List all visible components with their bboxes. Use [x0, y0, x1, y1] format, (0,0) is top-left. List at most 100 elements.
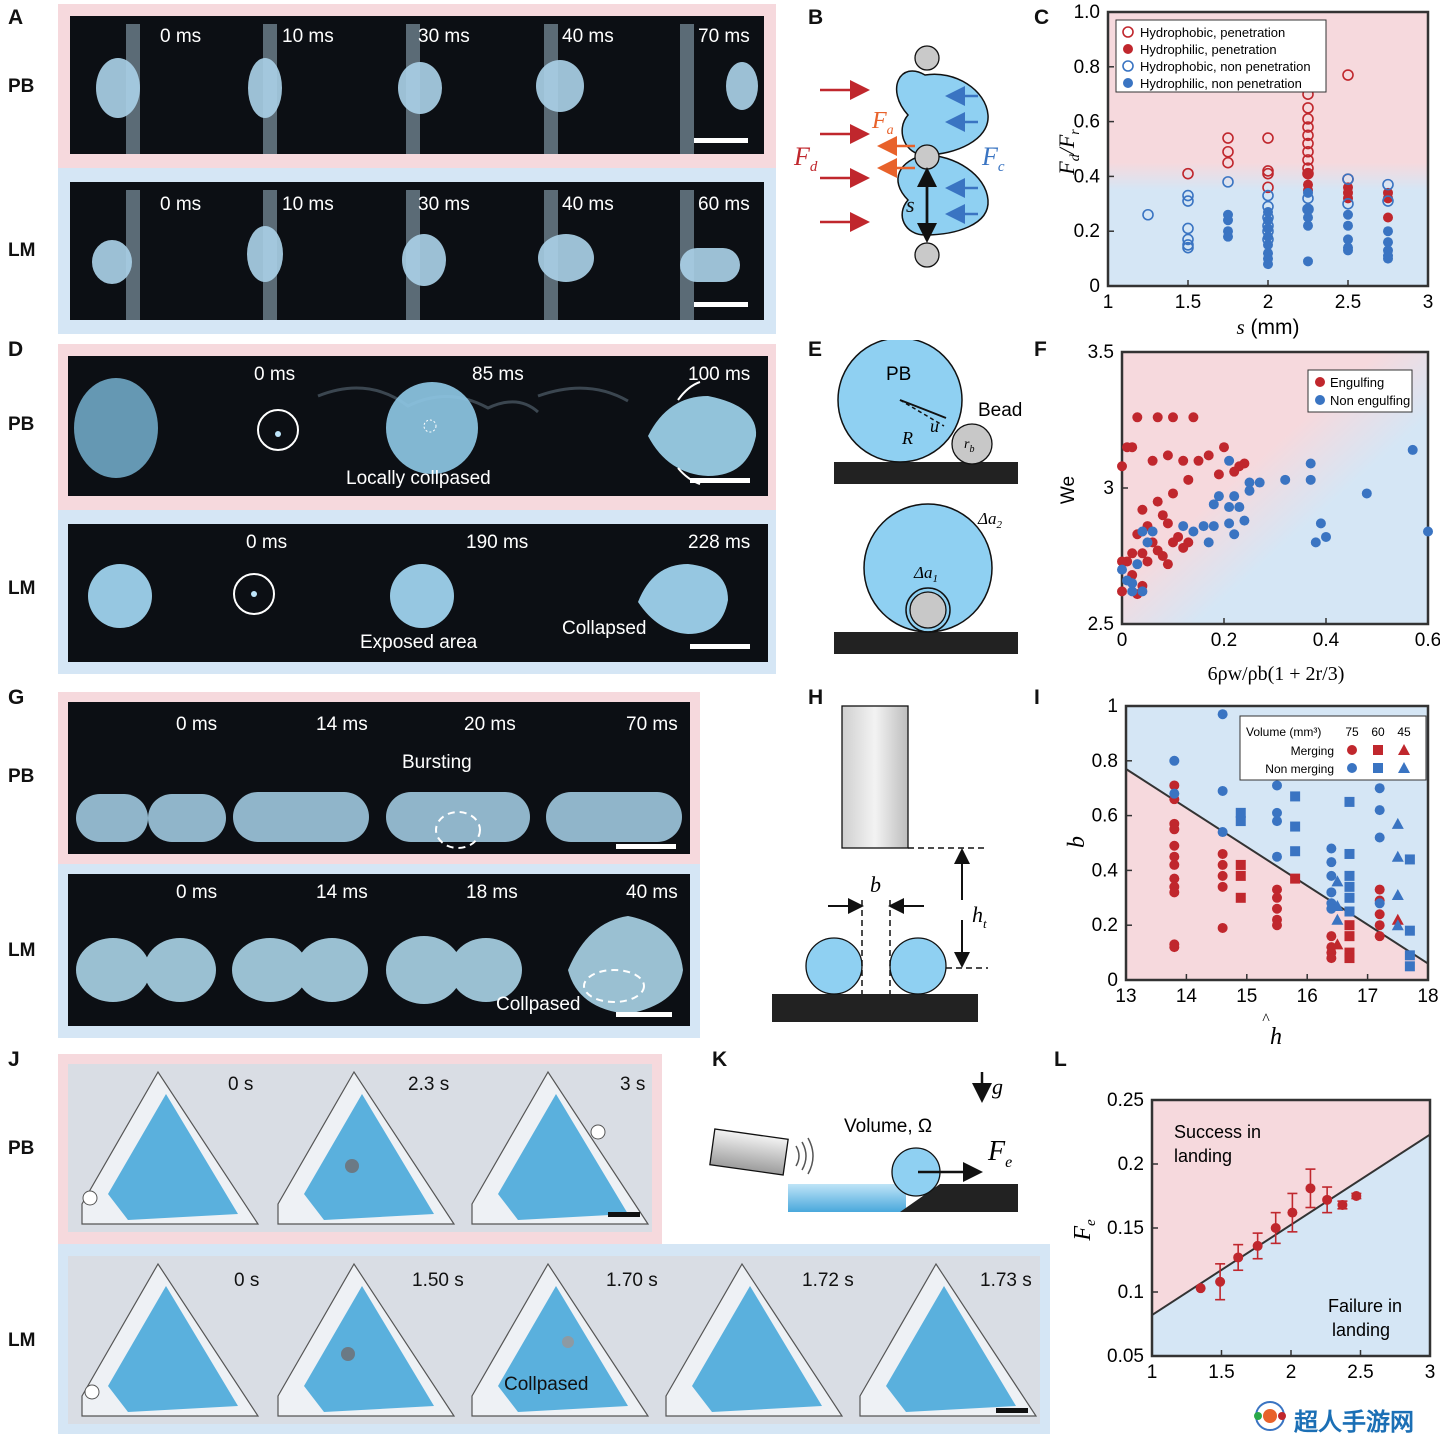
pb-time-d-0: 0 ms	[254, 364, 296, 385]
y-tick-label: 1	[1107, 696, 1118, 717]
data-point	[1137, 586, 1148, 597]
legend-marker	[1398, 762, 1410, 773]
lm-time-j-2: 1.70 s	[606, 1270, 658, 1291]
data-point	[1374, 832, 1385, 843]
data-point	[1343, 220, 1353, 231]
row-label-lm-g: LM	[8, 940, 36, 961]
data-point	[1305, 474, 1316, 485]
data-point	[1169, 859, 1180, 870]
data-point	[1229, 491, 1240, 502]
legend-row-label: Merging	[1291, 744, 1334, 758]
pb-time-a-0: 0 ms	[160, 26, 202, 47]
x-axis-label: 6ρw/ρb(1 + 2r/3)	[1208, 663, 1345, 685]
data-point	[1157, 510, 1168, 521]
lm-annotation-d-1: Exposed area	[360, 632, 478, 653]
lm-time-g-3: 40 ms	[626, 882, 678, 903]
data-point	[1272, 780, 1282, 791]
lm-annotation-g: Collpased	[496, 994, 581, 1015]
lm-frame-j-4	[859, 1262, 1038, 1417]
bead-engulfed-e	[909, 591, 947, 629]
data-point	[1302, 137, 1314, 150]
pb-image-strip-j: 0 s 2.3 s 3 s	[68, 1064, 652, 1232]
data-point	[1263, 239, 1273, 250]
data-point	[1222, 176, 1234, 188]
y-tick-label: 2.5	[1088, 614, 1114, 635]
data-point	[1303, 168, 1313, 179]
data-point	[1383, 212, 1393, 223]
data-point	[1305, 1183, 1316, 1194]
data-point	[1152, 496, 1163, 507]
droplet-left-h	[805, 937, 863, 995]
data-point	[1157, 551, 1168, 561]
data-point	[1326, 953, 1337, 964]
pb-time-j-2: 3 s	[620, 1074, 646, 1095]
data-point	[1137, 526, 1148, 537]
chart-l: 1 1.5 2 2.5 3 0.05 0.1 0.15 0.2 0.25 Success in lan…	[1070, 1090, 1435, 1383]
legend-label: Hydrophobic, penetration	[1140, 25, 1285, 40]
data-point	[1344, 920, 1355, 931]
pb-image-strip-a: 0 ms 10 ms 30 ms 40 ms 70 ms	[70, 16, 764, 154]
data-point	[1169, 780, 1180, 791]
data-point	[1183, 474, 1194, 485]
lm-time-j-3: 1.72 s	[802, 1270, 854, 1291]
data-point	[1182, 189, 1194, 202]
data-point	[1147, 526, 1158, 537]
data-point	[1272, 892, 1282, 903]
x-tick-label: 2	[1286, 1362, 1297, 1383]
y-tick-label: 0.2	[1118, 1154, 1144, 1175]
landing-diagram-k: g Volume, Ω Fe	[709, 1072, 1018, 1212]
data-point	[1254, 477, 1265, 488]
data-point	[1344, 906, 1355, 917]
x-tick-label: 0	[1117, 630, 1128, 651]
data-point	[1219, 442, 1229, 453]
label-volume: Volume, Ω	[844, 1116, 932, 1137]
data-point	[1127, 578, 1138, 589]
data-point	[1132, 412, 1143, 423]
pb-droplet-sequence-a	[96, 24, 758, 154]
data-point	[1229, 529, 1240, 540]
data-point	[1178, 455, 1189, 466]
row-label-pb-a: PB	[8, 76, 35, 97]
data-point	[1326, 857, 1337, 868]
data-point	[1235, 816, 1246, 827]
panel-label-a: A	[8, 6, 24, 29]
data-point	[1224, 518, 1235, 529]
data-point	[1310, 537, 1321, 548]
lm-image-strip-g: 0 ms 14 ms 18 ms 40 ms Collpased	[68, 874, 690, 1026]
data-point	[1244, 485, 1255, 496]
label-fd: Fd	[793, 142, 818, 175]
lm-time-j-1: 1.50 s	[412, 1270, 464, 1291]
lm-annotation-j: Collpased	[504, 1374, 589, 1395]
data-point	[1344, 796, 1355, 807]
lm-image-strip-j: 0 s 1.50 s 1.70 s 1.72 s 1.73 s Collpase…	[68, 1256, 1040, 1424]
data-point	[1331, 913, 1344, 925]
lm-time-a-0: 0 ms	[160, 194, 202, 215]
data-point	[1235, 870, 1246, 881]
lm-time-g-1: 14 ms	[316, 882, 368, 903]
data-point	[1290, 821, 1301, 832]
label-pb-e: PB	[886, 364, 911, 385]
pb-time-g-0: 0 ms	[176, 714, 218, 735]
data-point	[1302, 145, 1314, 158]
data-point	[1262, 181, 1274, 194]
y-tick-label: 0	[1089, 276, 1100, 297]
data-point	[1404, 854, 1415, 865]
data-point	[1127, 442, 1138, 453]
data-point	[1182, 167, 1194, 180]
data-point	[1391, 919, 1404, 931]
scale-bar	[616, 844, 676, 849]
panel-label-j: J	[8, 1048, 20, 1071]
lm-droplet-sequence-a	[92, 190, 740, 320]
legend-marker	[1123, 44, 1133, 54]
data-point	[1374, 783, 1385, 794]
data-point	[1217, 785, 1228, 796]
y-tick-label: 0.4	[1092, 860, 1119, 881]
data-point	[1142, 208, 1154, 221]
data-point	[1169, 887, 1180, 898]
x-tick-label: 17	[1357, 986, 1378, 1007]
row-label-lm-d: LM	[8, 578, 36, 599]
y-tick-label: 3	[1103, 478, 1114, 499]
lm-landing-sequence-j	[81, 1262, 1038, 1417]
data-point	[1203, 450, 1214, 461]
data-point	[1302, 154, 1314, 166]
